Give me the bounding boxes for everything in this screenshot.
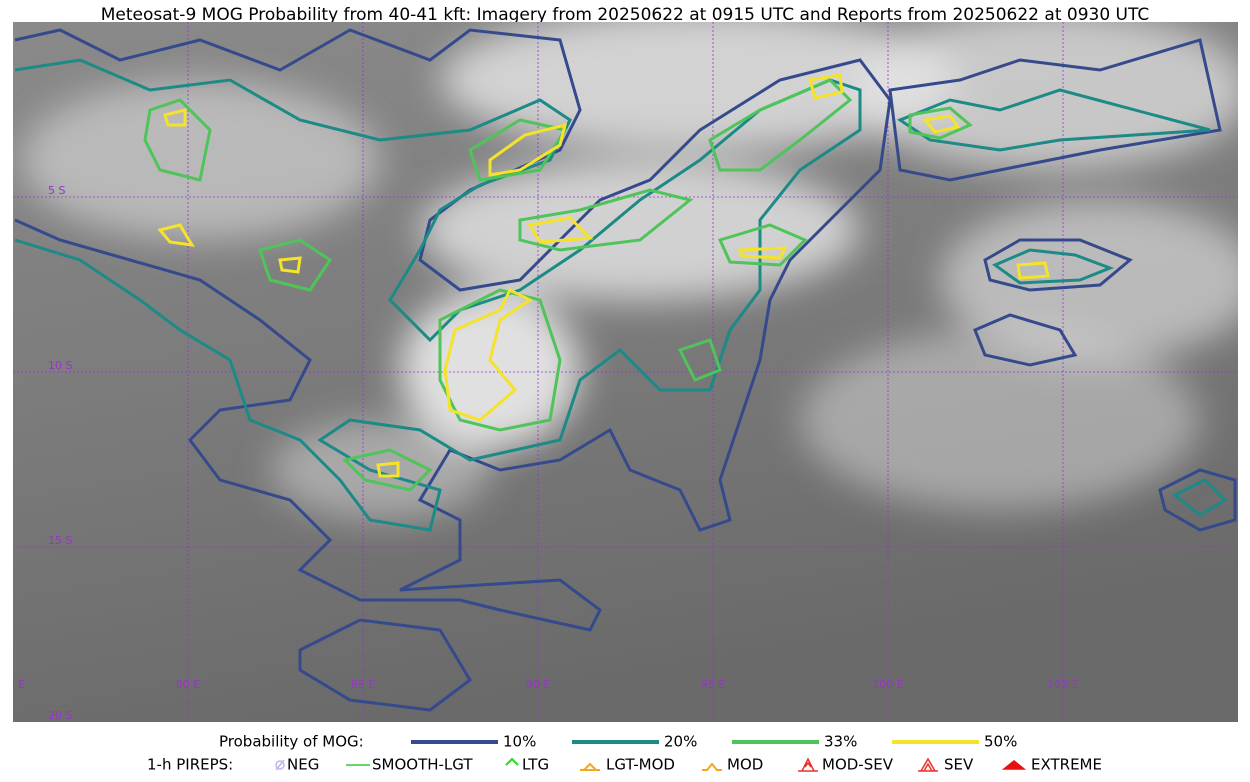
lat-label: 10 S <box>48 359 72 372</box>
pirep-icon <box>580 762 600 771</box>
lon-label: 85 E <box>351 678 375 691</box>
contours <box>14 28 1237 712</box>
legend-title: Probability of MOG: <box>219 733 364 751</box>
lon-label: 90 E <box>526 678 550 691</box>
lon-label: 105 E <box>1047 678 1078 691</box>
pirep-label: MOD <box>727 756 763 774</box>
pirep-label: MOD-SEV <box>822 756 894 774</box>
legend-label: 33% <box>824 733 857 751</box>
satellite-image: 5 S 10 S 15 S 20 S 75 E 80 E 85 E 90 E 95 E 100 … <box>1 22 1238 722</box>
legend-label: 20% <box>664 733 697 751</box>
pirep-icon <box>1001 760 1027 770</box>
lat-label: 5 S <box>48 184 65 197</box>
lon-label: 95 E <box>701 678 725 691</box>
pirep-label: EXTREME <box>1031 756 1102 774</box>
pirep-label: LTG <box>522 756 549 774</box>
pirep-title: 1-h PIREPS: <box>147 756 233 774</box>
pirep-label: LGT-MOD <box>606 756 675 774</box>
pirep-icon <box>702 762 722 771</box>
title: Meteosat-9 MOG Probability from 40-41 kf… <box>101 5 1150 25</box>
pirep-label: SEV <box>944 756 974 774</box>
pirep-icon <box>798 757 818 772</box>
lon-label: 80 E <box>176 678 200 691</box>
pirep-icon <box>275 759 285 771</box>
legend: Probability of MOG: 10% 20% 33% 50% 1-h PIREP… <box>147 733 1102 774</box>
lat-label: 20 S <box>48 709 72 722</box>
lon-label: 100 E <box>872 678 903 691</box>
legend-label: 10% <box>503 733 536 751</box>
lon-label: 75 E <box>1 678 25 691</box>
pirep-icon <box>918 757 938 772</box>
pirep-label: NEG <box>287 756 319 774</box>
pirep-label: SMOOTH-LGT <box>372 756 473 774</box>
legend-label: 50% <box>984 733 1017 751</box>
lat-label: 15 S <box>48 534 72 547</box>
pirep-icon <box>505 757 519 766</box>
